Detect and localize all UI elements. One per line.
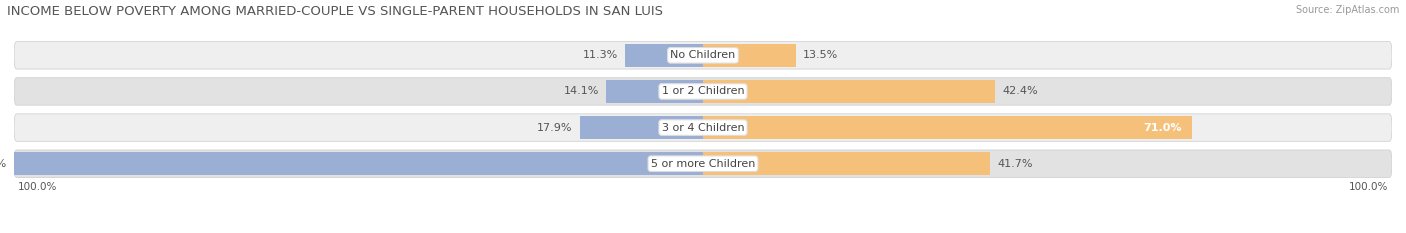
Bar — [703, 152, 990, 175]
Text: 3 or 4 Children: 3 or 4 Children — [662, 123, 744, 133]
Text: 13.5%: 13.5% — [803, 50, 838, 60]
Text: 42.4%: 42.4% — [1002, 86, 1038, 96]
Text: 5 or more Children: 5 or more Children — [651, 159, 755, 169]
Text: 71.0%: 71.0% — [1143, 123, 1182, 133]
Bar — [626, 44, 703, 67]
Bar — [579, 116, 703, 139]
Text: Source: ZipAtlas.com: Source: ZipAtlas.com — [1295, 5, 1399, 15]
Text: INCOME BELOW POVERTY AMONG MARRIED-COUPLE VS SINGLE-PARENT HOUSEHOLDS IN SAN LUI: INCOME BELOW POVERTY AMONG MARRIED-COUPL… — [7, 5, 664, 18]
Text: No Children: No Children — [671, 50, 735, 60]
Text: 14.1%: 14.1% — [564, 86, 599, 96]
FancyBboxPatch shape — [14, 42, 1392, 69]
Bar — [606, 80, 703, 103]
Bar — [703, 44, 796, 67]
Text: 11.3%: 11.3% — [583, 50, 619, 60]
Text: 100.0%: 100.0% — [17, 182, 56, 192]
Text: 41.7%: 41.7% — [997, 159, 1032, 169]
Bar — [703, 80, 995, 103]
Bar — [14, 152, 703, 175]
Text: 17.9%: 17.9% — [537, 123, 572, 133]
Bar — [703, 116, 1192, 139]
Text: 1 or 2 Children: 1 or 2 Children — [662, 86, 744, 96]
FancyBboxPatch shape — [14, 78, 1392, 105]
FancyBboxPatch shape — [14, 150, 1392, 177]
FancyBboxPatch shape — [14, 114, 1392, 141]
Text: 100.0%: 100.0% — [0, 159, 7, 169]
Text: 100.0%: 100.0% — [1350, 182, 1389, 192]
